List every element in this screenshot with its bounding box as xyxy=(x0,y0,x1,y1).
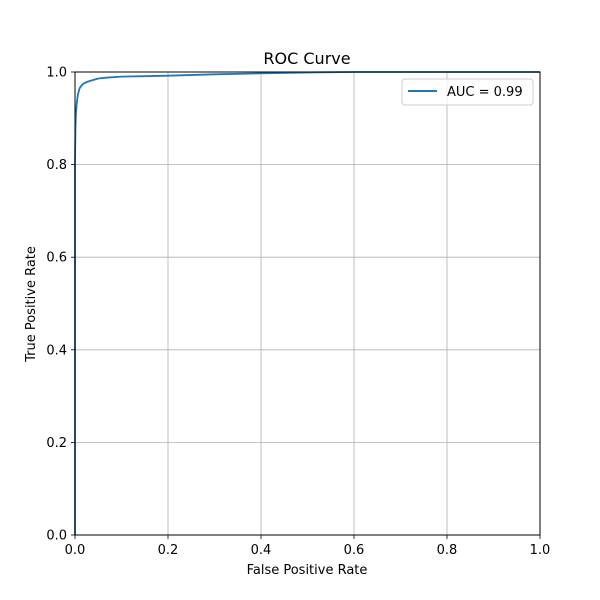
chart-title: ROC Curve xyxy=(263,49,350,68)
legend: AUC = 0.99 xyxy=(401,78,534,106)
plot-frame xyxy=(74,71,541,536)
y-tick-label: 0.8 xyxy=(46,158,67,173)
roc-curve-line xyxy=(74,71,540,535)
y-tick-label: 0.0 xyxy=(46,529,67,544)
grid-lines xyxy=(74,71,541,536)
x-tick-label: 0.8 xyxy=(437,543,458,558)
axis-ticks: 0.0 0.2 0.4 0.6 0.8 1.0 0.0 0.2 0.4 0.6 0.8 1.0 xyxy=(46,66,550,559)
y-tick-label: 0.4 xyxy=(46,343,67,358)
y-tick-label: 1.0 xyxy=(46,66,67,81)
legend-box xyxy=(401,78,534,106)
y-tick-label: 0.2 xyxy=(46,436,67,451)
x-axis-label: False Positive Rate xyxy=(247,563,368,578)
series-layer xyxy=(74,71,540,535)
y-tick-label: 0.6 xyxy=(46,251,67,266)
x-tick-label: 0.2 xyxy=(158,543,179,558)
x-tick-label: 0.6 xyxy=(344,543,365,558)
x-tick-label: 0.4 xyxy=(251,543,272,558)
y-axis-label: True Positive Rate xyxy=(24,246,39,363)
x-tick-label: 1.0 xyxy=(530,543,551,558)
x-tick-label: 0.0 xyxy=(65,543,86,558)
legend-label: AUC = 0.99 xyxy=(447,85,523,100)
